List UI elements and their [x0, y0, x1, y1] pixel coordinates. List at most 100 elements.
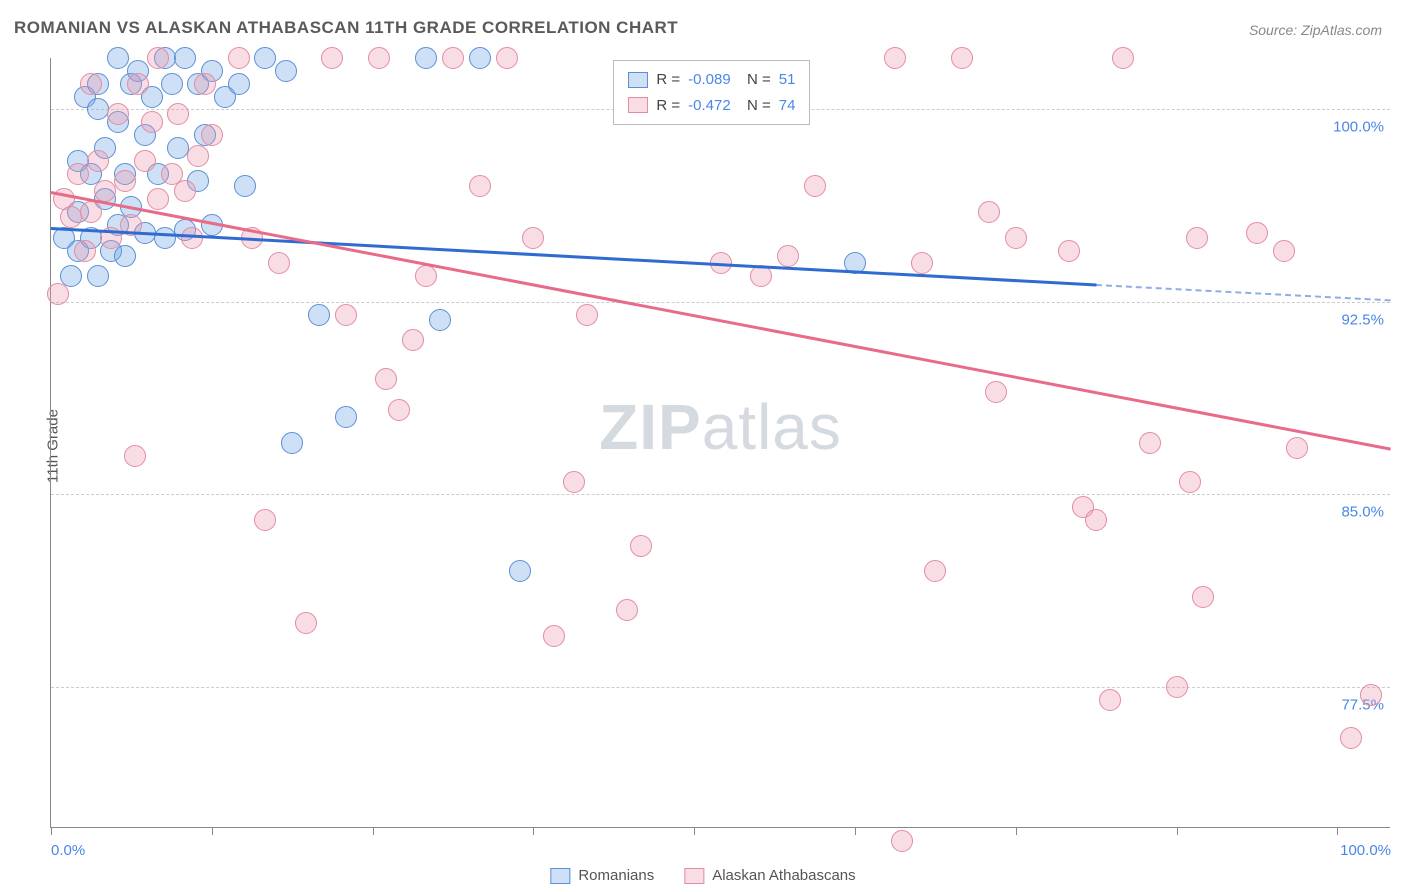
data-point: [415, 47, 437, 69]
data-point: [174, 47, 196, 69]
data-point: [429, 309, 451, 331]
data-point: [1340, 727, 1362, 749]
data-point: [268, 252, 290, 274]
data-point: [777, 245, 799, 267]
data-point: [181, 227, 203, 249]
data-point: [147, 188, 169, 210]
x-tick: [373, 827, 374, 835]
data-point: [1273, 240, 1295, 262]
x-tick: [212, 827, 213, 835]
data-point: [47, 283, 69, 305]
data-point: [194, 73, 216, 95]
trend-line-dash: [1096, 284, 1391, 301]
data-point: [254, 47, 276, 69]
x-tick: [1177, 827, 1178, 835]
watermark-bold: ZIP: [599, 391, 702, 463]
data-point: [167, 103, 189, 125]
legend-swatch: [628, 72, 648, 88]
data-point: [114, 170, 136, 192]
data-point: [1179, 471, 1201, 493]
data-point: [1085, 509, 1107, 531]
data-point: [1058, 240, 1080, 262]
data-point: [884, 47, 906, 69]
x-tick-label: 0.0%: [51, 842, 85, 859]
data-point: [234, 175, 256, 197]
n-value: 74: [779, 93, 796, 119]
n-label: N =: [739, 67, 771, 93]
watermark-light: atlas: [702, 391, 842, 463]
data-point: [107, 103, 129, 125]
r-value: -0.089: [688, 67, 731, 93]
data-point: [80, 201, 102, 223]
data-point: [275, 60, 297, 82]
stats-legend: R = -0.089 N = 51R = -0.472 N = 74: [613, 60, 810, 125]
data-point: [107, 47, 129, 69]
legend-swatch: [550, 868, 570, 884]
data-point: [60, 206, 82, 228]
x-tick: [533, 827, 534, 835]
data-point: [750, 265, 772, 287]
watermark: ZIPatlas: [599, 390, 842, 464]
data-point: [1166, 676, 1188, 698]
y-tick-label: 92.5%: [1341, 311, 1384, 328]
gridline: [51, 687, 1390, 688]
data-point: [308, 304, 330, 326]
data-point: [522, 227, 544, 249]
data-point: [74, 240, 96, 262]
data-point: [167, 137, 189, 159]
data-point: [415, 265, 437, 287]
legend-label: Romanians: [578, 867, 654, 884]
data-point: [616, 599, 638, 621]
data-point: [543, 625, 565, 647]
data-point: [1186, 227, 1208, 249]
data-point: [295, 612, 317, 634]
r-label: R =: [656, 93, 680, 119]
legend-item: Romanians: [550, 867, 654, 884]
data-point: [228, 73, 250, 95]
data-point: [951, 47, 973, 69]
data-point: [891, 830, 913, 852]
trend-line: [51, 227, 1096, 286]
chart-title: ROMANIAN VS ALASKAN ATHABASCAN 11TH GRAD…: [14, 18, 678, 38]
data-point: [134, 150, 156, 172]
legend-swatch: [628, 97, 648, 113]
data-point: [281, 432, 303, 454]
x-tick: [855, 827, 856, 835]
source-label: Source: ZipAtlas.com: [1249, 22, 1382, 38]
data-point: [127, 73, 149, 95]
n-value: 51: [779, 67, 796, 93]
data-point: [154, 227, 176, 249]
data-point: [228, 47, 250, 69]
x-tick: [51, 827, 52, 835]
data-point: [509, 560, 531, 582]
n-label: N =: [739, 93, 771, 119]
gridline: [51, 494, 1390, 495]
data-point: [1005, 227, 1027, 249]
data-point: [924, 560, 946, 582]
gridline: [51, 302, 1390, 303]
legend-item: Alaskan Athabascans: [684, 867, 855, 884]
data-point: [161, 73, 183, 95]
stats-legend-row: R = -0.089 N = 51: [628, 67, 795, 93]
data-point: [124, 445, 146, 467]
y-tick-label: 85.0%: [1341, 504, 1384, 521]
data-point: [469, 175, 491, 197]
y-tick-label: 100.0%: [1333, 119, 1384, 136]
x-tick: [1016, 827, 1017, 835]
data-point: [985, 381, 1007, 403]
data-point: [1360, 684, 1382, 706]
data-point: [201, 124, 223, 146]
data-point: [174, 180, 196, 202]
data-point: [335, 406, 357, 428]
data-point: [87, 98, 109, 120]
data-point: [187, 145, 209, 167]
stats-legend-row: R = -0.472 N = 74: [628, 93, 795, 119]
data-point: [114, 245, 136, 267]
data-point: [1112, 47, 1134, 69]
scatter-chart: ZIPatlas 77.5%85.0%92.5%100.0%0.0%100.0%…: [50, 58, 1390, 828]
data-point: [1099, 689, 1121, 711]
data-point: [496, 47, 518, 69]
data-point: [375, 368, 397, 390]
data-point: [1192, 586, 1214, 608]
data-point: [67, 163, 89, 185]
